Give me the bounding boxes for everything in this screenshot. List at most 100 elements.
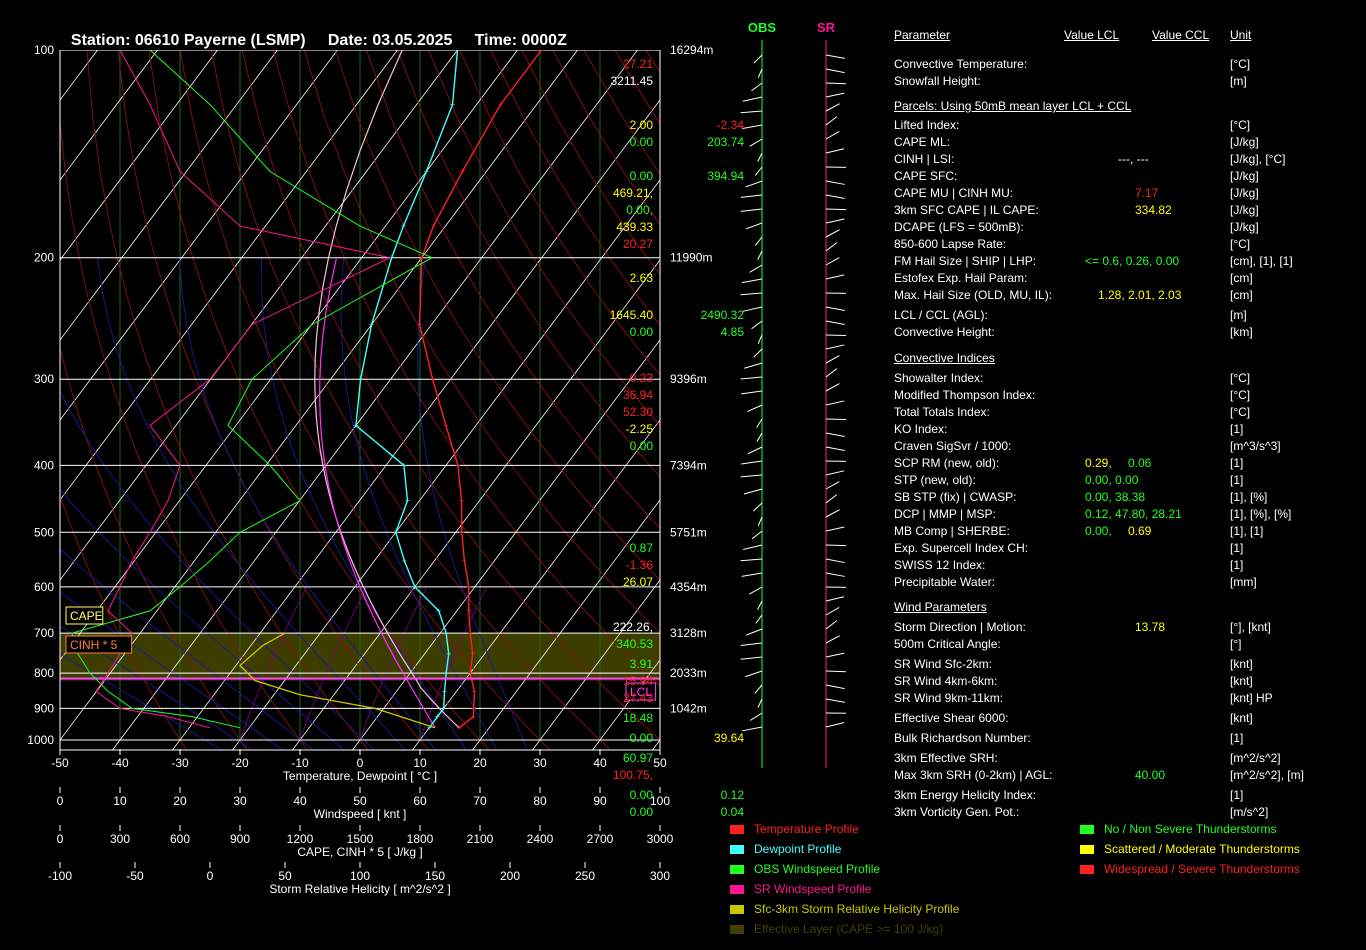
param-unit: [m^2/s^2]	[1230, 751, 1281, 765]
legend-label: Widespread / Severe Thunderstorms	[1104, 862, 1300, 876]
obs-wind-barb	[742, 306, 763, 312]
svg-text:CINH * 5: CINH * 5	[70, 638, 118, 652]
param-value-lcl: 469.21,	[612, 186, 653, 200]
param-name: Lifted Index:	[894, 118, 960, 132]
legend-label: Temperature Profile	[754, 822, 859, 836]
isotherm-line	[60, 50, 338, 421]
dewpoint-point-marker: +	[436, 606, 441, 616]
obs-wind-barb	[757, 334, 763, 344]
obs-wind-barb	[746, 628, 763, 636]
moist-adiabat	[60, 625, 253, 750]
dewpoint-point-marker: +	[424, 167, 429, 177]
param-value-ccl: 203.74	[707, 135, 744, 149]
pressure-tick-label: 600	[34, 580, 54, 594]
srh-profile-line	[239, 632, 436, 729]
axis-tick-label: 300	[650, 869, 670, 883]
axis-tick-label: 30	[533, 756, 547, 770]
param-value-lcl: 36.94	[622, 388, 653, 402]
param-value-ccl: 2490.32	[700, 308, 744, 322]
obs-wind-barb	[751, 320, 763, 330]
param-value-ccl: -2.34	[716, 118, 744, 132]
param-value-ccl: 394.94	[707, 169, 744, 183]
section-title: Parcels: Using 50mB mean layer LCL + CCL	[894, 99, 1132, 113]
param-value-lcl: 1645.40	[609, 308, 653, 322]
param-unit: [°C]	[1230, 57, 1251, 71]
param-name: Total Totals Index:	[894, 405, 990, 419]
param-value-ccl: 334.82	[1135, 203, 1172, 217]
legend-swatch	[1080, 865, 1094, 875]
param-value-lcl: 439.33	[616, 220, 653, 234]
obs-wind-barb	[747, 404, 763, 413]
param-value-lcl: 60.97	[622, 751, 653, 765]
height-tick-label: 5751m	[670, 525, 707, 539]
param-value-lcl: 0.00,	[1085, 524, 1112, 538]
obs-wind-barb	[756, 418, 763, 428]
param-name: MB Comp | SHERBE:	[894, 524, 1010, 538]
legend-item: OBS Windspeed Profile	[730, 862, 880, 876]
isotherm-line	[60, 50, 398, 501]
obs-wind-barb	[757, 698, 763, 708]
dewpoint-point-marker: +	[393, 527, 398, 537]
obs-wind-barb	[757, 152, 763, 162]
pressure-tick-label: 300	[34, 372, 54, 386]
param-value-lcl: 2.63	[629, 271, 653, 285]
sr-wind-barb	[825, 635, 840, 644]
height-tick-label: 2033m	[670, 666, 707, 680]
moist-adiabat	[60, 390, 375, 750]
param-name: STP (new, old):	[894, 473, 976, 487]
axis-tick-label: 90	[593, 794, 607, 808]
obs-wind-barb	[742, 96, 763, 102]
axis-tick-label: 2700	[587, 832, 614, 846]
wetbulb-curve	[319, 257, 436, 729]
param-name: Exp. Supercell Index CH:	[894, 541, 1029, 555]
legend-swatch	[730, 905, 744, 915]
param-value-lcl: 2.00	[629, 118, 653, 132]
param-name: CAPE MU | CINH MU:	[894, 186, 1014, 200]
sr-wind-barb	[825, 670, 846, 673]
param-value-lcl: -0.23	[625, 371, 653, 385]
dry-adiabat	[86, 50, 369, 750]
param-unit: [knt] HP	[1230, 691, 1273, 705]
param-name: Max 3km SRH (0-2km) | AGL:	[894, 768, 1053, 782]
param-name: 3km Effective SRH:	[894, 751, 998, 765]
temperature-point-marker: +	[470, 649, 475, 659]
dry-adiabat	[459, 50, 660, 376]
param-unit: [°C]	[1230, 388, 1251, 402]
temperature-profile-line	[418, 50, 543, 729]
param-value-lcl: 0.00	[629, 325, 653, 339]
obs-wind-barb	[741, 572, 763, 577]
sr-wind-barb	[825, 652, 845, 658]
temperature-point-marker: +	[472, 686, 477, 696]
isotherm-line	[532, 579, 660, 750]
param-unit: [1], [%], [%]	[1230, 507, 1292, 521]
legend-swatch	[730, 825, 744, 835]
obs-wind-barb	[741, 390, 763, 395]
section-title: Wind Parameters	[894, 600, 987, 614]
obs-wind-barb	[743, 488, 763, 495]
param-name: 850-600 Lapse Rate:	[894, 237, 1007, 251]
obs-wind-barb	[752, 502, 763, 512]
obs-wind-barb	[753, 54, 763, 64]
temperature-point-marker: +	[443, 420, 448, 430]
axis-tick-label: 80	[533, 794, 547, 808]
param-unit: [cm]	[1230, 271, 1253, 285]
sr-wind-barb	[825, 620, 838, 630]
param-name: 3km Vorticity Gen. Pot.:	[894, 805, 1020, 819]
height-tick-label: 3128m	[670, 626, 707, 640]
legend-item: Scattered / Moderate Thunderstorms	[1080, 842, 1300, 856]
obs-wind-barb	[742, 726, 763, 732]
sr-wind-barb	[825, 494, 838, 504]
dry-adiabat	[60, 116, 309, 750]
param-value-lcl: 27.43	[622, 691, 653, 705]
sr-wind-barb	[825, 208, 846, 211]
axis-tick-label: 0	[57, 794, 64, 808]
dewpoint-point-marker: +	[427, 723, 432, 733]
axis-tick-label: -20	[231, 756, 249, 770]
param-value-lcl: 340.53	[616, 637, 653, 651]
param-unit: [km]	[1230, 325, 1253, 339]
param-value-lcl: 100.75,	[612, 768, 653, 782]
axis-tick-label: -50	[51, 756, 69, 770]
sr-wind-barb	[825, 418, 846, 421]
obs-wind-barb	[742, 544, 763, 550]
